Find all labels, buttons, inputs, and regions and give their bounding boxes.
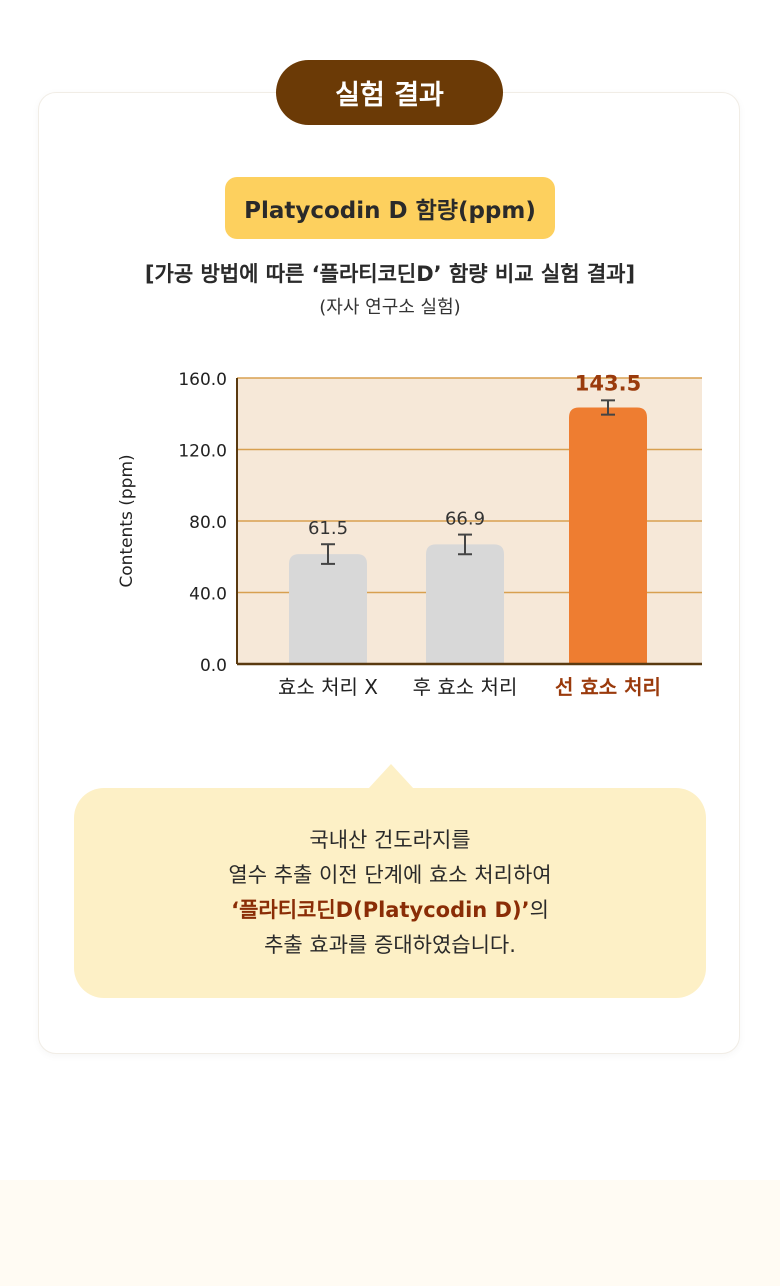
callout-suffix: 의	[529, 898, 549, 922]
x-tick-label: 선 효소 처리	[555, 675, 661, 699]
y-tick-label: 160.0	[178, 370, 227, 390]
callout-line-1: 국내산 건도라지를	[309, 828, 471, 852]
callout-bubble: 국내산 건도라지를 열수 추출 이전 단계에 효소 처리하여 ‘플라티코딘D(P…	[74, 788, 706, 998]
x-tick-label: 후 효소 처리	[413, 675, 518, 699]
bar	[426, 544, 504, 664]
data-label: 66.9	[445, 509, 485, 530]
data-label: 143.5	[575, 371, 641, 395]
y-tick-label: 40.0	[189, 585, 227, 605]
x-tick-label: 효소 처리 X	[278, 675, 378, 699]
metric-label: Platycodin D 함량(ppm)	[225, 177, 555, 239]
callout-arrow	[368, 764, 414, 789]
bar-chart: 0.0 40.0 80.0 120.0 160.0 Contents (ppm) 61.5 효…	[117, 370, 702, 699]
metric-label-text: Platycodin D 함량(ppm)	[244, 198, 536, 224]
callout-line-2: 열수 추출 이전 단계에 효소 처리하여	[228, 863, 552, 887]
y-tick-label: 120.0	[178, 442, 227, 462]
y-tick-label: 0.0	[200, 656, 227, 676]
bar	[289, 554, 367, 664]
bar	[569, 407, 647, 664]
result-badge-label: 실험 결과	[335, 80, 444, 111]
callout-highlight: ‘플라티코딘D(Platycodin D)’	[231, 898, 530, 922]
chart-note: (자사 연구소 실험)	[319, 297, 461, 318]
y-tick-label: 80.0	[189, 513, 227, 533]
callout-line-3: ‘플라티코딘D(Platycodin D)’의	[231, 893, 549, 928]
y-axis-label: Contents (ppm)	[117, 454, 137, 587]
footer-band	[0, 1180, 780, 1286]
callout-line-4: 추출 효과를 증대하였습니다.	[264, 933, 516, 957]
data-label: 61.5	[308, 518, 348, 539]
result-badge: 실험 결과	[276, 60, 503, 125]
chart-subtitle: [가공 방법에 따른 ‘플라티코딘D’ 함량 비교 실험 결과]	[144, 262, 636, 286]
